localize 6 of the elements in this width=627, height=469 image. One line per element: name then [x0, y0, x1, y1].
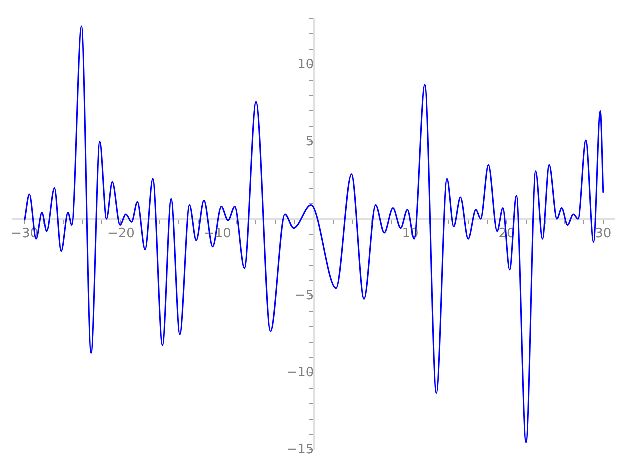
x-tick-label: −20 [108, 226, 135, 242]
y-tick-label: −5 [294, 288, 314, 304]
x-tick-label: 30 [595, 226, 612, 242]
y-tick-label: −15 [286, 442, 314, 458]
y-tick-label: 10 [298, 57, 314, 72]
y-tick-label: −10 [286, 366, 314, 381]
